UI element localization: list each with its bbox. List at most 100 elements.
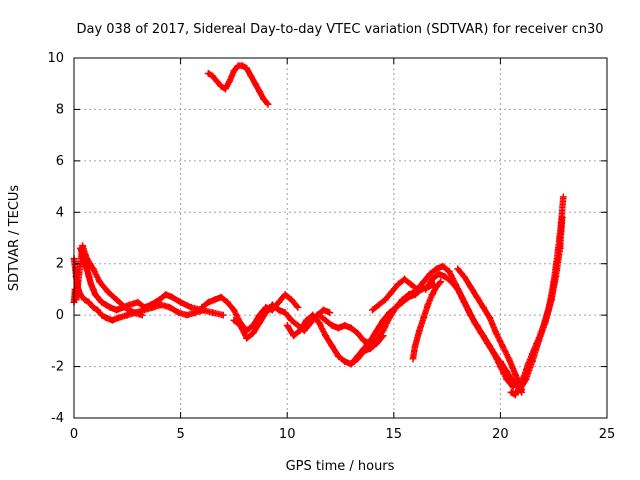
data-point	[183, 311, 191, 319]
data-point	[149, 303, 157, 311]
chart-title: Day 038 of 2017, Sidereal Day-to-day VTE…	[76, 22, 603, 37]
data-point	[507, 388, 515, 396]
data-point	[283, 321, 291, 329]
data-point	[204, 69, 212, 77]
data-point	[155, 296, 163, 304]
data-point	[486, 342, 494, 350]
data-point	[373, 337, 381, 345]
data-point	[392, 303, 400, 311]
data-point	[415, 327, 423, 335]
data-point	[441, 273, 449, 281]
data-point	[93, 306, 101, 314]
data-point	[407, 280, 415, 288]
data-point	[302, 316, 310, 324]
data-point	[328, 321, 336, 329]
data-point	[460, 273, 468, 281]
data-point	[426, 270, 434, 278]
data-point	[454, 265, 462, 273]
x-tick-label: 5	[176, 427, 184, 442]
data-point	[496, 357, 504, 365]
plot-frame	[73, 57, 608, 419]
data-point	[535, 337, 543, 345]
data-point	[230, 306, 238, 314]
data-point	[522, 375, 530, 383]
data-point	[428, 291, 436, 299]
data-point	[290, 332, 298, 340]
data-point	[379, 316, 387, 324]
data-point	[486, 314, 494, 322]
data-point	[322, 332, 330, 340]
data-point	[96, 278, 104, 286]
data-series-satellite-track-c	[70, 242, 146, 319]
data-point	[226, 77, 234, 85]
data-point	[347, 324, 355, 332]
data-point	[296, 327, 304, 335]
data-point	[104, 288, 112, 296]
data-point	[264, 100, 272, 108]
data-point	[115, 314, 123, 322]
data-point	[71, 285, 79, 293]
data-point	[505, 355, 513, 363]
data-series-satellite-track-l	[422, 270, 526, 396]
data-point	[379, 327, 387, 335]
data-point	[366, 337, 374, 345]
data-point	[473, 293, 481, 301]
data-point	[268, 301, 276, 309]
data-point	[85, 298, 93, 306]
data-point	[157, 301, 165, 309]
y-tick-label: 6	[56, 154, 64, 169]
y-tick-label: 8	[56, 102, 64, 117]
data-point	[509, 378, 517, 386]
data-point	[375, 301, 383, 309]
data-point	[249, 329, 257, 337]
data-point	[106, 303, 114, 311]
data-point	[479, 303, 487, 311]
data-point	[121, 303, 129, 311]
data-point	[134, 298, 142, 306]
data-point	[447, 278, 455, 286]
data-point	[217, 82, 225, 90]
data-point	[275, 298, 283, 306]
data-point	[548, 296, 556, 304]
data-point	[347, 360, 355, 368]
data-point	[341, 357, 349, 365]
data-point	[230, 316, 238, 324]
data-point	[168, 293, 176, 301]
y-tick-label: -4	[51, 411, 64, 426]
data-point	[322, 316, 330, 324]
data-point	[174, 309, 182, 317]
data-point	[79, 242, 87, 250]
data-series-satellite-track-k	[409, 278, 445, 363]
y-axis-label: SDTVAR / TECUs	[7, 185, 22, 292]
data-points-satellite-track-n	[507, 193, 567, 399]
data-series-satellite-track-o	[496, 213, 566, 394]
data-points-satellite-track-d	[205, 62, 272, 108]
data-point	[360, 337, 368, 345]
data-point	[81, 296, 89, 304]
data-point	[221, 85, 229, 93]
x-tick-label: 25	[599, 427, 616, 442]
data-point	[247, 72, 255, 80]
data-point	[224, 298, 232, 306]
data-point	[432, 283, 440, 291]
data-point	[559, 193, 567, 201]
y-tick-label: 10	[47, 51, 64, 66]
data-series-satellite-track-f	[230, 301, 334, 342]
data-point	[243, 64, 251, 72]
data-point	[541, 319, 549, 327]
data-point	[445, 267, 453, 275]
data-point	[341, 321, 349, 329]
data-point	[558, 213, 566, 221]
data-point	[315, 319, 323, 327]
data-point	[198, 303, 206, 311]
x-axis-label: GPS time / hours	[286, 459, 395, 474]
data-point	[381, 296, 389, 304]
data-point	[162, 291, 170, 299]
data-point	[177, 298, 185, 306]
data-point	[424, 301, 432, 309]
data-point	[98, 298, 106, 306]
data-point	[432, 265, 440, 273]
data-point	[334, 324, 342, 332]
data-point	[516, 386, 524, 394]
data-point	[209, 309, 217, 317]
